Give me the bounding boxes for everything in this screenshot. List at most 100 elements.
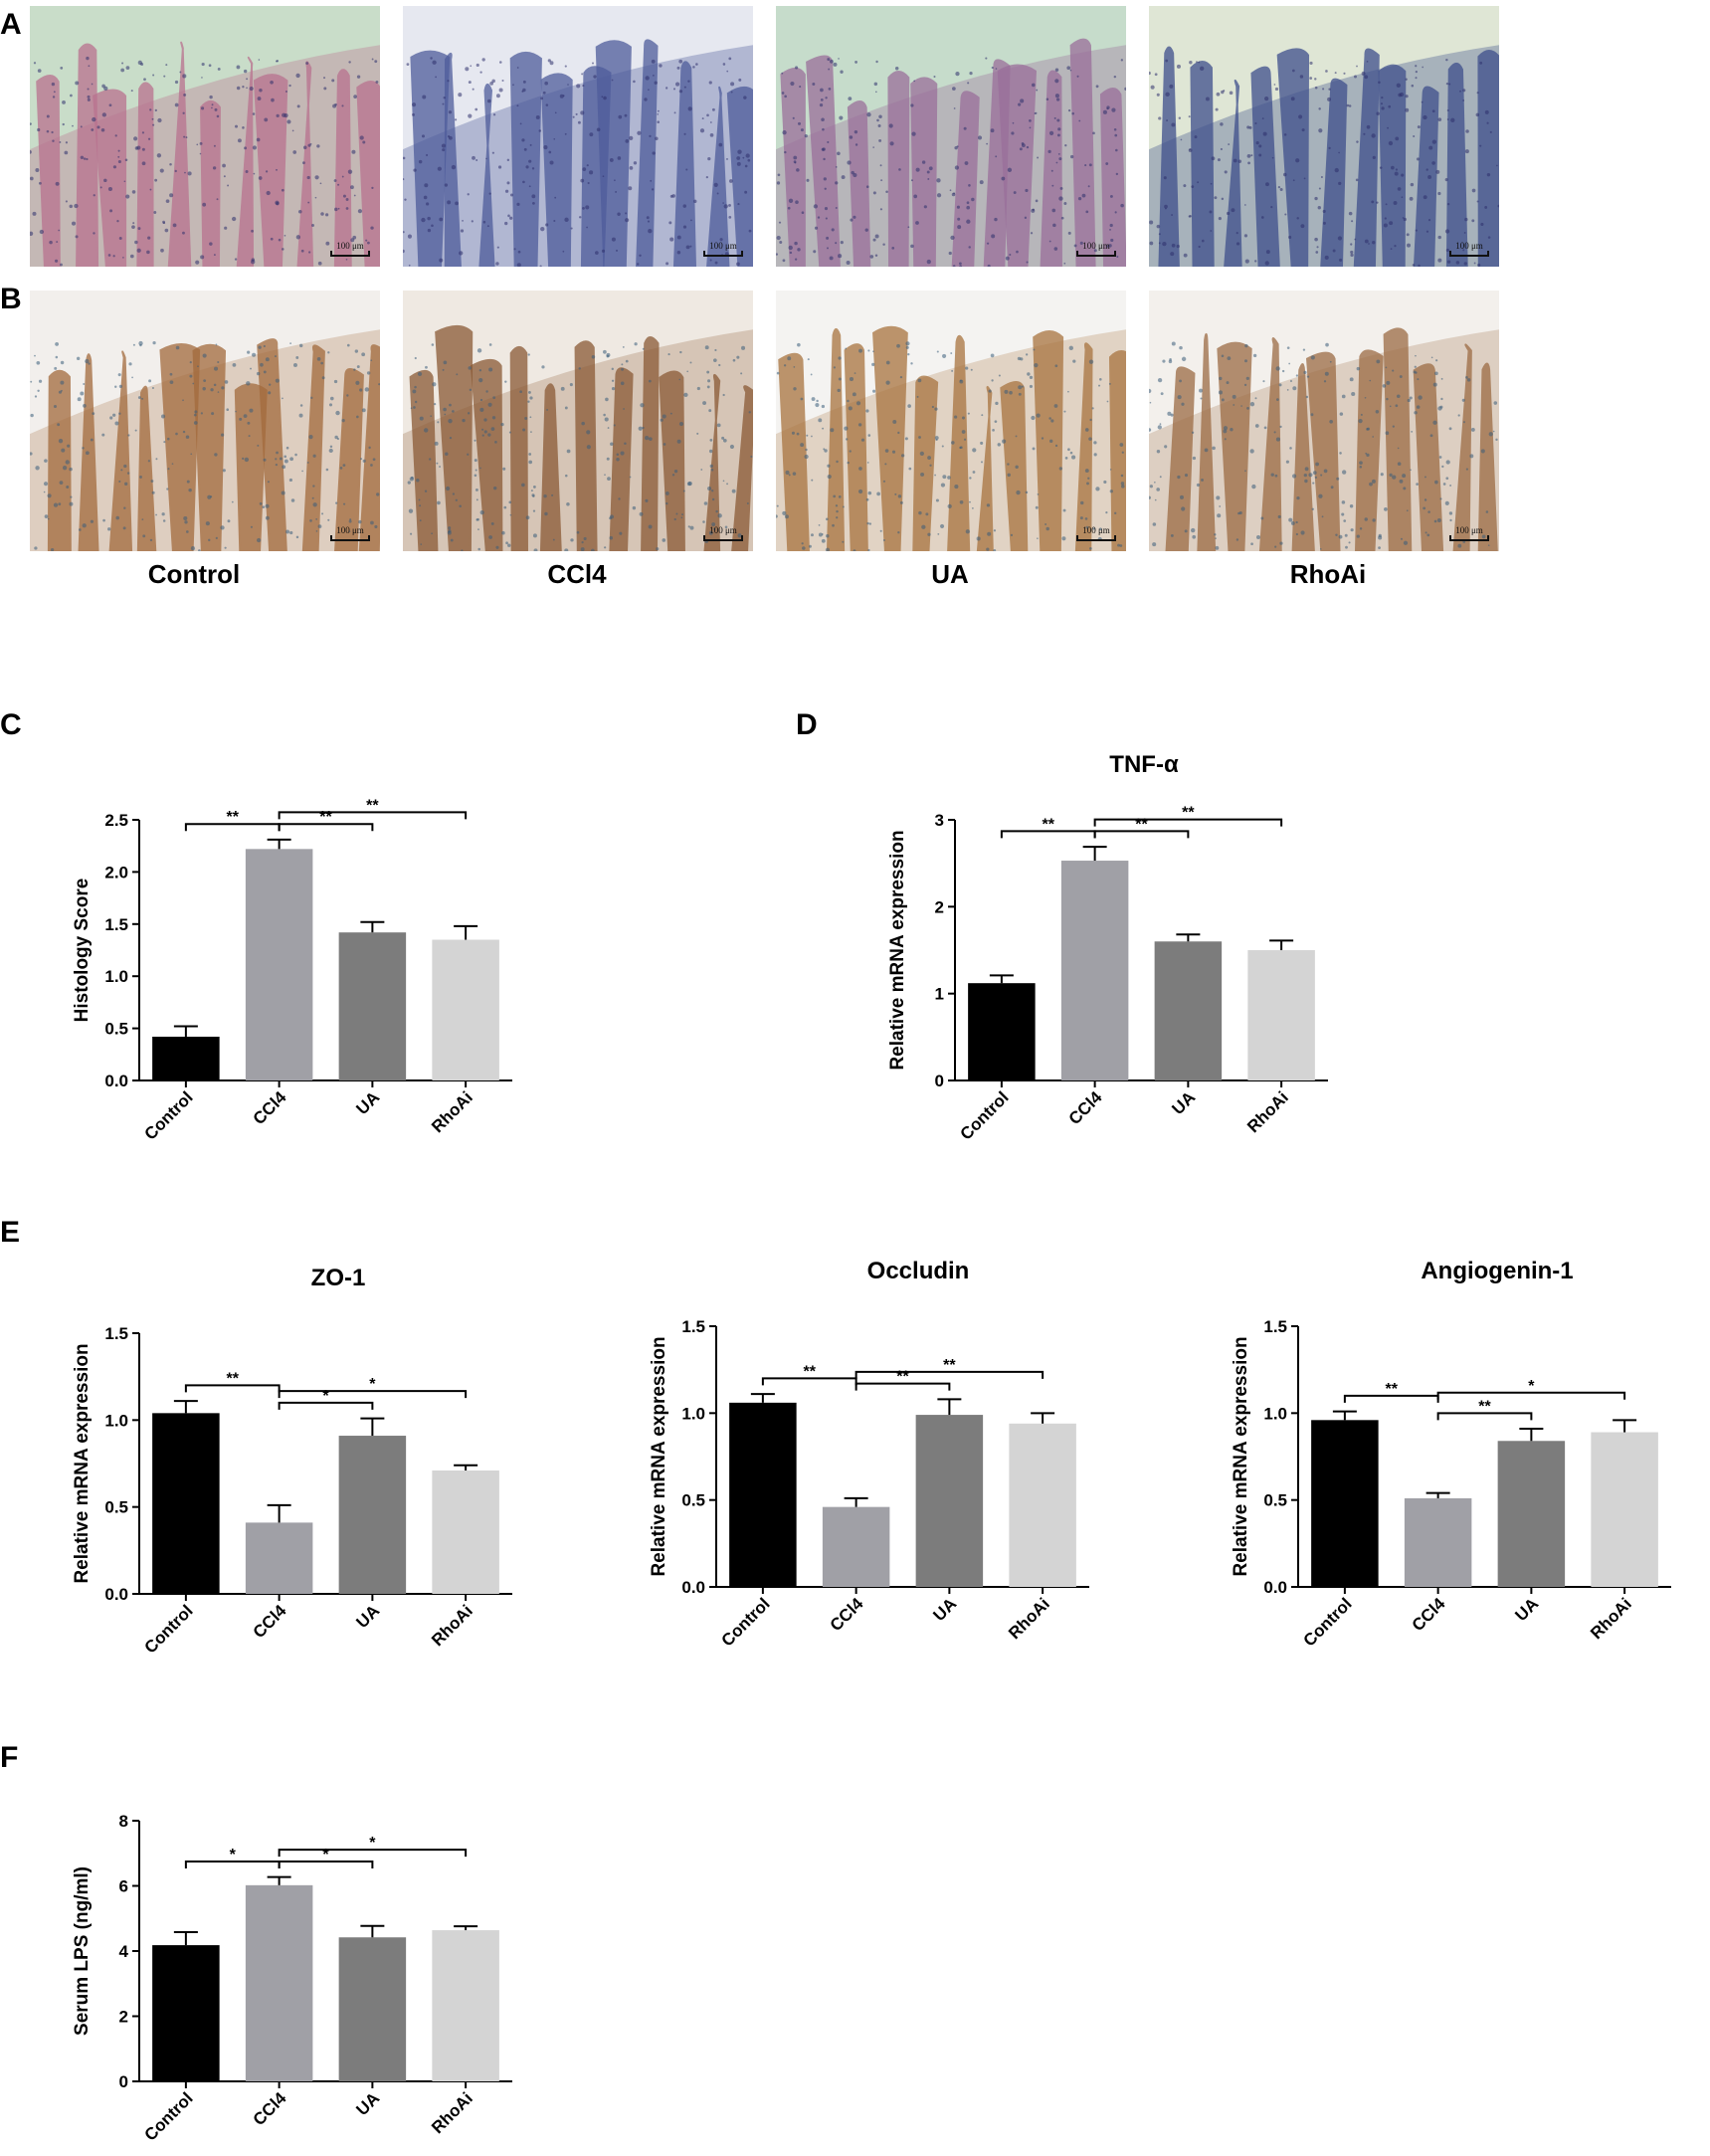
nucleus-dot [804, 454, 809, 460]
nucleus-dot [513, 248, 516, 251]
nucleus-dot [709, 259, 712, 262]
bar-ua [1154, 941, 1223, 1080]
nucleus-dot [949, 189, 952, 192]
nucleus-dot [778, 221, 782, 224]
nucleus-dot [467, 412, 471, 415]
nucleus-dot [846, 438, 849, 441]
nucleus-dot [811, 397, 816, 401]
nucleus-dot [235, 410, 237, 413]
nucleus-dot [1085, 210, 1089, 214]
nucleus-dot [1311, 507, 1314, 511]
nucleus-dot [1156, 224, 1161, 229]
nucleus-dot [952, 87, 956, 91]
nucleus-dot [447, 200, 452, 205]
nucleus-dot [615, 190, 618, 193]
villus-shape [1069, 38, 1096, 267]
nucleus-dot [824, 187, 827, 190]
nucleus-dot [279, 457, 283, 461]
nucleus-dot [884, 449, 889, 453]
nucleus-dot [678, 90, 683, 94]
significance-label: ** [319, 809, 332, 826]
nucleus-dot [1160, 392, 1164, 396]
nucleus-dot [1365, 452, 1368, 455]
villus-shape [1190, 61, 1215, 267]
nucleus-dot [1058, 196, 1063, 201]
nucleus-dot [867, 434, 871, 437]
villus-shape [1217, 341, 1252, 551]
nucleus-dot [101, 433, 105, 437]
nucleus-dot [1018, 392, 1022, 396]
nucleus-dot [414, 400, 418, 404]
nucleus-dot [867, 349, 870, 352]
nucleus-dot [107, 254, 111, 257]
nucleus-dot [455, 118, 458, 121]
nucleus-dot [128, 362, 132, 366]
nucleus-dot [1215, 537, 1217, 539]
nucleus-dot [96, 125, 100, 129]
nucleus-dot [441, 143, 446, 148]
nucleus-dot [271, 98, 275, 102]
nucleus-dot [1405, 107, 1410, 112]
nucleus-dot [1432, 382, 1437, 387]
nucleus-dot [265, 515, 270, 520]
nucleus-dot [231, 500, 234, 503]
nucleus-dot [1424, 476, 1426, 479]
nucleus-dot [617, 156, 622, 160]
nucleus-dot [1010, 533, 1014, 537]
nucleus-dot [485, 390, 488, 393]
nucleus-dot [1026, 261, 1029, 264]
he-stain-image-ccl4: 100 μm [403, 6, 753, 267]
chart-title: ZO-1 [311, 1265, 366, 1291]
nucleus-dot [220, 525, 225, 530]
nucleus-dot [162, 220, 166, 224]
nucleus-dot [87, 88, 90, 91]
bar-rhoai [1591, 1432, 1658, 1587]
nucleus-dot [1325, 70, 1328, 73]
nucleus-dot [60, 360, 65, 365]
nucleus-dot [76, 356, 81, 361]
nucleus-dot [169, 372, 173, 376]
nucleus-dot [624, 113, 628, 117]
nucleus-dot [410, 532, 413, 535]
nucleus-dot [633, 80, 636, 84]
villus-shape [1355, 349, 1384, 551]
nucleus-dot [38, 379, 43, 383]
nucleus-dot [800, 397, 804, 401]
nucleus-dot [1351, 391, 1356, 397]
nucleus-dot [572, 115, 575, 118]
y-tick-label: 0.0 [104, 1072, 128, 1090]
nucleus-dot [853, 215, 856, 219]
nucleus-dot [1086, 482, 1089, 486]
nucleus-dot [929, 464, 932, 467]
nucleus-dot [1442, 483, 1446, 486]
nucleus-dot [966, 219, 971, 224]
nucleus-dot [917, 378, 922, 383]
nucleus-dot [937, 532, 940, 535]
nucleus-dot [88, 362, 91, 365]
nucleus-dot [840, 241, 844, 245]
nucleus-dot [1343, 519, 1347, 522]
nucleus-dot [1332, 249, 1336, 253]
nucleus-dot [985, 57, 988, 60]
nucleus-dot [281, 248, 285, 251]
nucleus-dot [1486, 172, 1491, 177]
nucleus-dot [1288, 362, 1291, 365]
nucleus-dot [729, 179, 733, 183]
nucleus-dot [1286, 389, 1289, 391]
nucleus-dot [586, 430, 591, 435]
nucleus-dot [1298, 114, 1303, 119]
nucleus-dot [348, 61, 351, 64]
nucleus-dot [564, 474, 568, 478]
nucleus-dot [403, 178, 405, 181]
villus-shape [847, 99, 871, 267]
nucleus-dot [1336, 477, 1340, 481]
nucleus-dot [1387, 126, 1389, 129]
nucleus-dot [282, 112, 286, 117]
nucleus-dot [636, 263, 640, 266]
nucleus-dot [1369, 482, 1373, 487]
nucleus-dot [633, 161, 638, 165]
nucleus-dot [294, 453, 297, 457]
nucleus-dot [1004, 389, 1009, 394]
nucleus-dot [898, 168, 901, 171]
nucleus-dot [1348, 104, 1352, 107]
